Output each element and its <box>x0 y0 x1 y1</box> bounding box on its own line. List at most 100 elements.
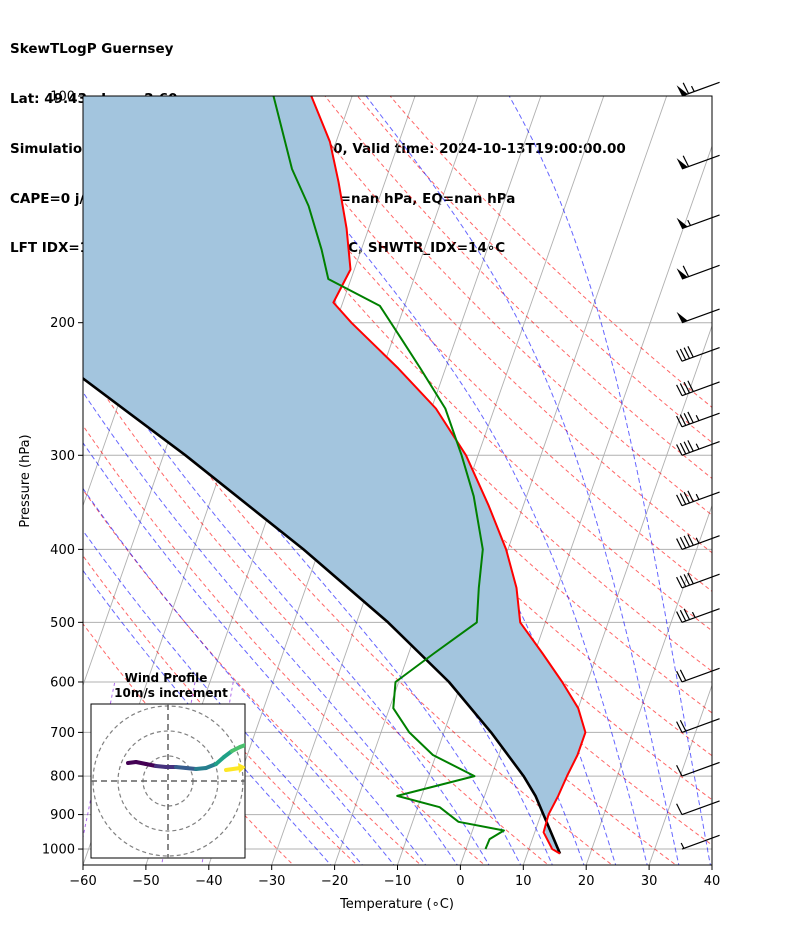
wind-barb-full <box>683 574 691 586</box>
wind-barb-half <box>695 415 700 421</box>
wind-barb-staff <box>681 491 720 507</box>
hodograph-subtitle: 10m/s increment <box>114 686 228 700</box>
wind-barb-full <box>676 415 683 428</box>
x-tick-label: 20 <box>578 874 595 889</box>
wind-barb-half <box>695 493 700 500</box>
wind-barb-full <box>676 803 683 815</box>
wind-barb-full <box>687 440 694 452</box>
wind-barb-staff <box>681 214 720 230</box>
moist-adiabat <box>83 391 458 865</box>
hodograph-trace <box>224 766 242 772</box>
wind-barb-full <box>676 384 683 396</box>
wind-barb-full <box>683 441 691 453</box>
dry-adiabat <box>324 96 712 480</box>
wind-barb <box>676 264 720 280</box>
wind-barb-flag <box>676 268 688 280</box>
y-tick-label: 500 <box>50 616 75 631</box>
y-tick-label: 200 <box>50 316 75 331</box>
moist-adiabat <box>83 96 585 865</box>
wind-barb-half <box>680 842 685 849</box>
wind-barb-full <box>683 608 691 620</box>
wind-barb-full <box>683 491 691 504</box>
y-axis-label: Pressure (hPa) <box>18 434 33 527</box>
wind-barb <box>676 667 720 683</box>
parcel-profile-line <box>83 376 562 855</box>
isotherm-gridline <box>459 144 712 865</box>
wind-barb-full <box>676 611 683 623</box>
hodograph-arrowhead <box>238 763 245 773</box>
x-tick-label: −60 <box>69 874 96 889</box>
title-station: SkewTLogP Guernsey <box>10 41 174 58</box>
dry-adiabat <box>83 424 486 865</box>
wind-barb-full <box>683 381 691 394</box>
wind-barb <box>676 440 720 456</box>
wind-barb-staff <box>681 535 720 550</box>
y-tick-label: 300 <box>50 449 75 464</box>
wind-barb-full <box>687 572 694 585</box>
moist-adiabat <box>508 96 711 865</box>
wind-barb-flag <box>676 158 688 169</box>
moist-adiabat <box>83 334 490 865</box>
x-tick-label: −50 <box>132 874 159 889</box>
y-tick-label: 800 <box>50 770 75 785</box>
wind-barb-half <box>690 85 695 92</box>
wind-barb-half <box>695 537 700 544</box>
wind-barb-half <box>695 443 700 450</box>
wind-barb-staff <box>681 667 720 683</box>
dry-adiabat <box>83 362 550 865</box>
y-tick-label: 900 <box>50 808 75 823</box>
wind-barb-full <box>683 347 691 359</box>
hodograph-trace <box>238 742 245 749</box>
wind-barb-full <box>679 669 687 681</box>
isotherm-gridline <box>774 79 794 868</box>
wind-barb <box>676 81 720 97</box>
wind-barb-full <box>676 444 683 456</box>
wind-barb-full <box>676 494 683 506</box>
wind-barb <box>676 214 720 230</box>
wind-barb-staff <box>681 718 720 733</box>
x-tick-label: −30 <box>258 874 285 889</box>
wind-barb-full <box>683 535 691 547</box>
wind-barb-half <box>687 219 691 226</box>
wind-barb <box>676 718 720 733</box>
hodograph-ring <box>117 730 219 832</box>
wind-barb-staff <box>681 573 720 589</box>
wind-barb <box>676 490 720 507</box>
x-tick-label: 0 <box>456 874 464 889</box>
wind-barb-full <box>679 719 687 732</box>
moist-adiabat <box>83 487 395 865</box>
wind-barb-flag <box>676 311 688 323</box>
wind-barb-full <box>676 721 683 733</box>
wind-barb-full <box>679 493 687 505</box>
moist-adiabat <box>83 441 427 865</box>
wind-barb-full <box>679 348 687 361</box>
isotherm-gridline <box>585 504 712 865</box>
wind-barb <box>676 761 720 777</box>
x-tick-label: −20 <box>321 874 348 889</box>
wind-barb-flag <box>676 217 688 229</box>
isotherm-gridline <box>711 863 712 865</box>
wind-barb <box>676 308 720 324</box>
dry-adiabat <box>83 488 422 865</box>
wind-barb-full <box>679 442 687 455</box>
wind-barb-full <box>676 670 683 683</box>
wind-barb-full <box>679 414 687 426</box>
isotherm-gridline <box>397 96 668 865</box>
wind-barb-full <box>682 265 690 277</box>
moist-adiabat <box>365 96 680 865</box>
moist-adiabat <box>83 267 522 865</box>
wind-barb-full <box>687 411 694 424</box>
wind-barb-staff <box>681 761 720 777</box>
x-tick-label: 10 <box>515 874 532 889</box>
wind-barb-staff <box>681 834 720 850</box>
hodograph-plot <box>91 704 245 858</box>
wind-barb-half <box>691 611 696 618</box>
temperature-profile-line <box>310 96 587 855</box>
y-tick-label: 1000 <box>42 843 75 858</box>
wind-barb-full <box>687 346 694 358</box>
wind-barb-staff <box>681 800 720 816</box>
y-tick-label: 100 <box>50 90 75 105</box>
wind-barb-staff <box>681 412 720 428</box>
wind-barb <box>676 800 720 816</box>
